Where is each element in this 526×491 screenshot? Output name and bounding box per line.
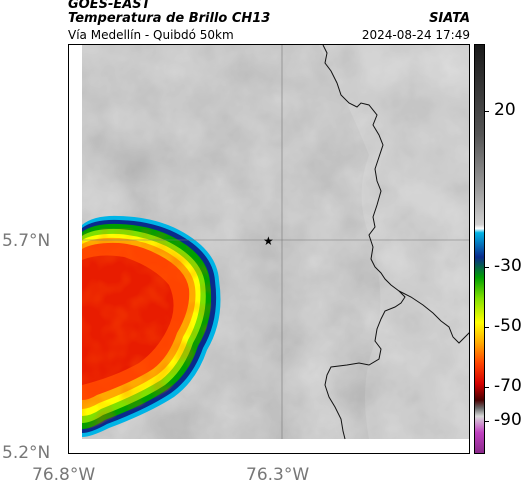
lat-label: 5.2°N: [2, 443, 51, 463]
map-panel[interactable]: ★: [68, 44, 470, 454]
colorbar-tick: [485, 111, 489, 112]
star-icon[interactable]: ★: [263, 234, 274, 248]
lon-label: 76.3°W: [246, 465, 310, 485]
agency-label: SIATA: [429, 11, 470, 26]
colorbar-label: -30: [494, 256, 522, 276]
colorbar-label: -50: [494, 316, 522, 336]
product-title: Temperatura de Brillo CH13: [68, 11, 271, 26]
colorbar-label: 20: [494, 100, 516, 120]
timestamp: 2024-08-24 17:49: [361, 28, 470, 42]
lon-label: 76.8°W: [32, 465, 96, 485]
colorbar-tick: [485, 421, 489, 422]
satellite-image: ★: [69, 45, 469, 453]
colorbar-tick: [485, 267, 489, 268]
border-line: [398, 290, 469, 344]
border-line: [322, 45, 406, 440]
lat-label: 5.7°N: [2, 231, 51, 251]
satellite-title: GOES-EAST: [68, 0, 151, 12]
colorbar-label: -90: [494, 410, 522, 430]
colorbar-tick: [485, 387, 489, 388]
colorbar: [474, 44, 485, 454]
region-subtitle: Vía Medellín - Quibdó 50km: [68, 28, 234, 42]
colorbar-tick: [485, 327, 489, 328]
colorbar-label: -70: [494, 376, 522, 396]
